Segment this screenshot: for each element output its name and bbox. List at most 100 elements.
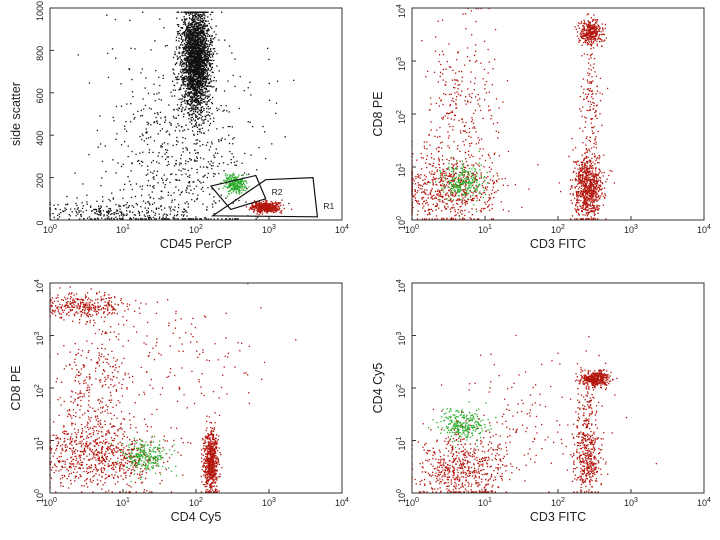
event-point [193,133,195,136]
event-point [96,210,98,212]
event-point [274,202,276,204]
event-point [278,208,280,210]
event-point [177,32,179,34]
event-point [180,170,182,172]
event-point [176,108,178,110]
event-point [195,91,197,93]
event-point [496,181,498,183]
event-point [441,200,444,202]
event-point [198,19,200,21]
event-point [193,53,195,56]
event-point [185,50,187,52]
event-point [212,206,214,208]
event-point [191,126,194,128]
event-point [181,65,183,68]
event-point [200,94,202,96]
x-tick-label: 101 [478,224,492,235]
event-point [188,26,190,28]
event-point [156,112,159,114]
event-point [182,83,184,85]
event-point [211,113,213,115]
event-point [198,117,200,119]
event-point [258,207,260,210]
event-point [182,137,184,139]
event-point [239,75,241,78]
event-point [453,174,455,176]
event-point [474,174,476,176]
event-point [197,50,199,53]
event-point [186,26,188,28]
event-point [191,63,193,65]
event-point [459,211,461,213]
event-point [203,31,205,33]
event-point [202,76,204,78]
event-point [248,186,250,188]
event-point [183,21,185,23]
event-point [194,23,197,25]
event-point [439,195,442,197]
event-point [185,173,187,175]
event-point [200,109,203,112]
event-point [148,149,151,151]
event-point [168,206,170,208]
event-point [196,89,199,92]
event-point [188,113,190,115]
event-point [198,56,200,58]
event-point [261,204,263,206]
event-point [123,188,125,191]
event-point [197,27,199,29]
event-point [189,44,192,46]
event-point [126,202,128,204]
event-point [457,145,459,147]
event-point [190,189,192,191]
event-point [175,62,177,65]
event-point [194,105,196,107]
event-point [507,184,509,187]
event-point [190,52,193,54]
event-point [195,34,197,37]
event-point [196,49,199,51]
event-point [228,175,231,177]
event-point [186,149,188,151]
event-point [254,206,256,208]
event-point [281,199,283,201]
event-point [210,26,212,28]
event-point [204,56,206,58]
event-point [138,211,140,213]
event-point [197,67,199,69]
event-point [157,113,159,115]
event-point [145,137,148,140]
event-point [194,67,196,69]
event-point [445,208,447,210]
event-point [188,192,190,194]
event-point [193,56,195,58]
event-point [198,69,201,71]
event-point [176,140,178,142]
event-point [185,46,188,48]
event-point [492,175,494,177]
event-point [449,174,451,177]
event-point [206,101,208,103]
event-point [211,44,213,46]
event-point [500,201,502,203]
event-point [256,201,258,204]
event-point [435,183,437,186]
event-point [194,11,196,13]
event-point [201,78,203,80]
event-point [193,70,195,72]
event-point [196,32,198,34]
event-point [101,160,104,163]
event-point [426,141,428,143]
event-point [206,52,208,54]
event-point [196,71,198,73]
event-point [139,214,141,216]
event-point [461,193,463,195]
event-point [472,197,474,200]
event-point [203,77,206,79]
event-point [152,211,155,213]
event-point [195,85,197,88]
event-point [487,205,489,207]
event-point [440,189,442,192]
event-point [147,212,149,214]
event-point [131,205,133,207]
